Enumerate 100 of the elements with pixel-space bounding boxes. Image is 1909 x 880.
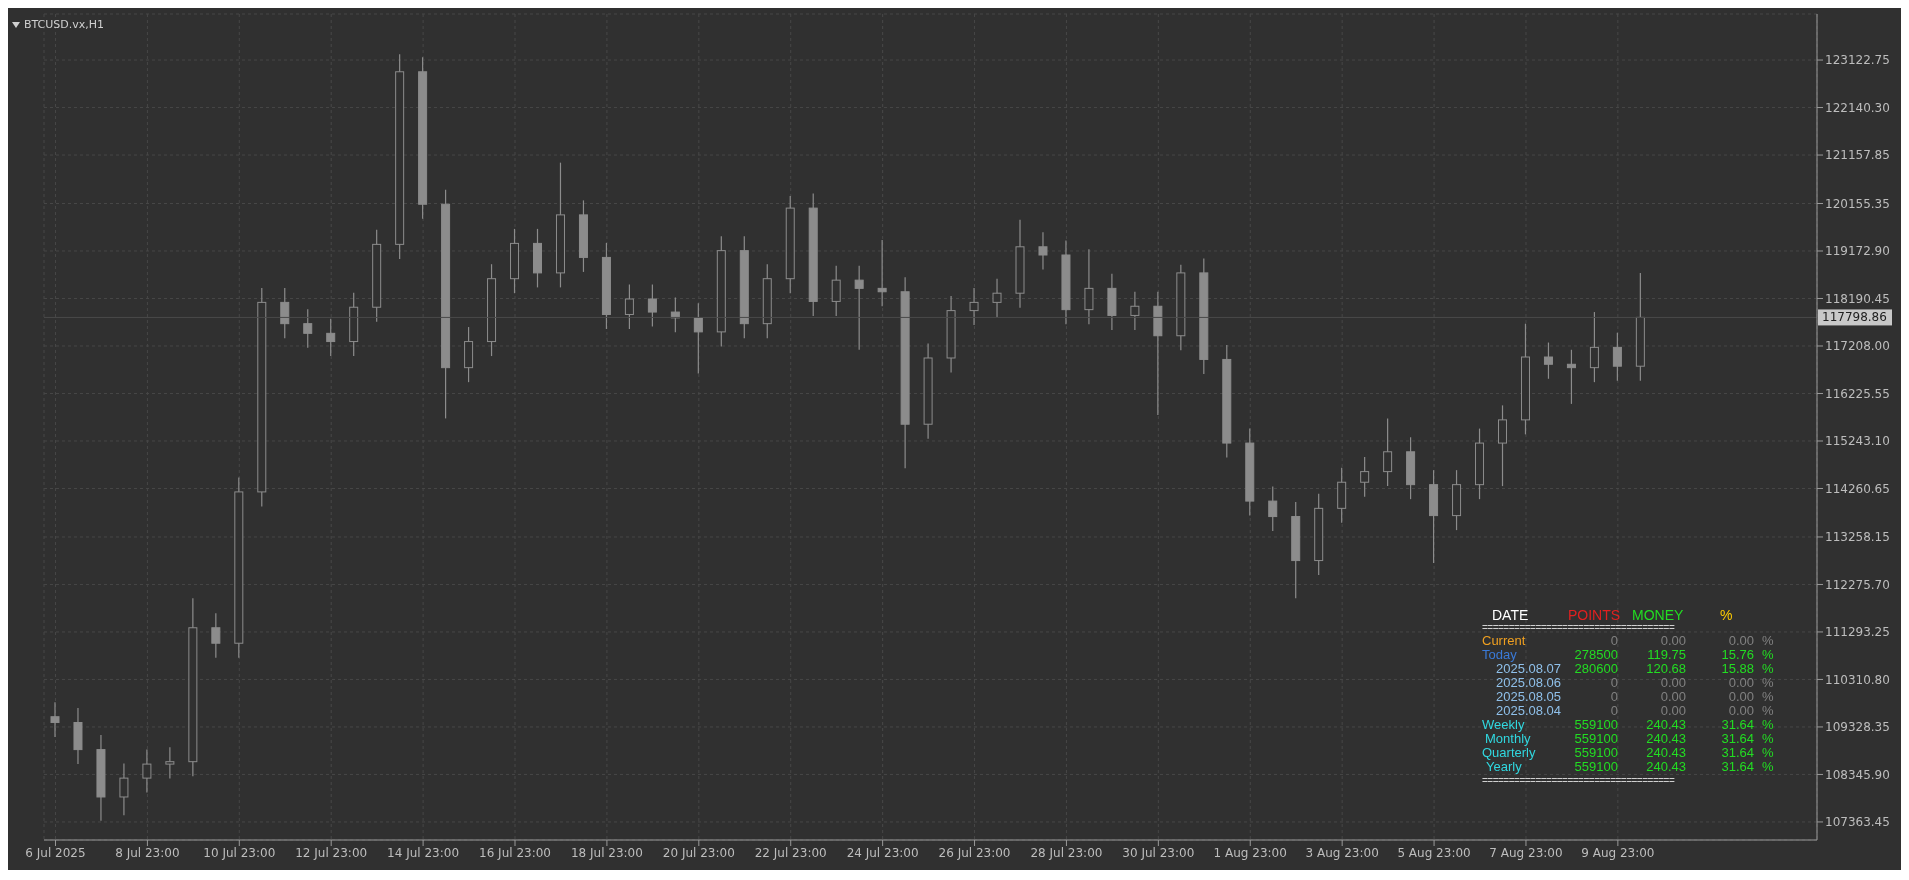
annotation: % [1762, 661, 1774, 676]
y-tick-label: 115243.10 [1825, 434, 1890, 449]
annotation: 0 [1609, 633, 1618, 648]
annotation: % [1762, 745, 1774, 760]
x-tick-label: 16 Jul 23:00 [479, 845, 551, 860]
x-tick-label: 3 Aug 23:00 [1305, 845, 1379, 860]
x-tick-label: 26 Jul 23:00 [938, 845, 1011, 860]
annotation: % [1762, 633, 1774, 648]
annotation: 0.00 [1659, 633, 1686, 648]
y-tick-label: 119172.90 [1825, 244, 1890, 259]
candlestick [1498, 404, 1507, 487]
annotation: 2025.08.07 [1496, 661, 1562, 676]
candlestick [1612, 332, 1622, 382]
chart-title: BTCUSD.vx,H1 [24, 18, 105, 31]
x-tick-label: 9 Aug 23:00 [1581, 845, 1655, 860]
candlestick [1268, 485, 1278, 532]
x-tick-label: 24 Jul 23:00 [846, 845, 919, 860]
annotation: MONEY [1632, 607, 1684, 623]
x-tick-label: 28 Jul 23:00 [1030, 845, 1103, 860]
annotation: 0.00 [1727, 689, 1754, 704]
annotation: 0.00 [1659, 675, 1686, 690]
candlestick [1130, 291, 1140, 331]
candlestick [624, 283, 634, 330]
x-tick-label: 7 Aug 23:00 [1489, 845, 1563, 860]
y-tick-label: 121157.85 [1825, 148, 1890, 163]
candlestick [1038, 231, 1048, 271]
annotation: 240.43 [1645, 717, 1686, 732]
annotation: 31.64 [1720, 731, 1754, 746]
annotation: 2025.08.05 [1496, 689, 1562, 704]
annotation: Today [1482, 647, 1517, 662]
annotation: 0 [1609, 703, 1618, 718]
annotation: 0 [1609, 675, 1618, 690]
candlestick [280, 287, 290, 339]
x-tick-label: 18 Jul 23:00 [570, 845, 643, 860]
annotation: DATE [1492, 607, 1529, 623]
candlestick [326, 318, 336, 357]
x-tick-label: 6 Jul 2025 [25, 845, 86, 860]
annotation: % [1762, 647, 1774, 662]
candlestick [693, 302, 703, 375]
annotation: % [1762, 731, 1774, 746]
candlestick [1360, 456, 1370, 498]
annotation: Yearly [1486, 759, 1522, 774]
annotation: 0 [1609, 689, 1618, 704]
annotation: 120.68 [1645, 661, 1686, 676]
candlestick [647, 283, 657, 328]
y-tick-label: 116225.55 [1825, 386, 1890, 401]
candlestick [142, 748, 152, 794]
y-tick-label: 114260.65 [1825, 481, 1890, 496]
x-tick-label: 8 Jul 23:00 [115, 845, 180, 860]
annotation: 0.00 [1727, 675, 1754, 690]
annotation: 15.76 [1720, 647, 1754, 662]
candlestick [1543, 341, 1553, 380]
annotation: 2025.08.06 [1496, 675, 1562, 690]
annotation: 240.43 [1645, 759, 1686, 774]
annotation: ==================================== [1482, 774, 1675, 788]
annotation: 119.75 [1646, 647, 1686, 662]
candlestick [119, 763, 129, 816]
y-tick-label: 118190.45 [1825, 291, 1890, 306]
ref-line-label: 117798.86 [1822, 310, 1887, 325]
y-tick-label: 111293.25 [1825, 625, 1890, 640]
annotation: % [1762, 759, 1774, 774]
annotation: 0.00 [1727, 633, 1754, 648]
y-tick-label: 122140.30 [1825, 100, 1890, 115]
annotation: Monthly [1485, 731, 1531, 746]
candlestick [969, 287, 979, 326]
annotation: 280600 [1573, 661, 1618, 676]
x-tick-label: 12 Jul 23:00 [295, 845, 368, 860]
annotation: 559100 [1573, 717, 1618, 732]
x-tick-label: 20 Jul 23:00 [662, 845, 735, 860]
x-tick-label: 30 Jul 23:00 [1122, 845, 1195, 860]
y-tick-label: 109328.35 [1825, 720, 1890, 735]
candlestick [992, 278, 1002, 318]
candlestick [854, 265, 864, 351]
annotation: POINTS [1568, 607, 1621, 623]
candlestick [831, 265, 841, 317]
annotation: % [1762, 675, 1774, 690]
candlestick [1383, 417, 1393, 487]
candlestick [303, 308, 313, 349]
annotation: % [1762, 703, 1774, 718]
annotation: 559100 [1573, 759, 1618, 774]
candlestick [1084, 248, 1094, 325]
candlestick [877, 239, 887, 307]
candlestick [211, 612, 221, 659]
annotation: Current [1482, 633, 1526, 648]
x-tick-label: 1 Aug 23:00 [1213, 845, 1287, 860]
annotation: Quarterly [1482, 745, 1536, 760]
y-tick-label: 112275.70 [1825, 577, 1890, 592]
annotation: 0.00 [1659, 689, 1686, 704]
y-tick-label: 110310.80 [1825, 672, 1890, 687]
annotation: ==================================== [1482, 621, 1675, 635]
annotation: 31.64 [1720, 759, 1754, 774]
annotation: 559100 [1573, 731, 1618, 746]
candlestick [1589, 311, 1599, 383]
y-tick-label: 113258.15 [1825, 530, 1890, 545]
annotation: 240.43 [1645, 731, 1686, 746]
annotation: Weekly [1482, 717, 1525, 732]
x-tick-label: 5 Aug 23:00 [1397, 845, 1471, 860]
x-tick-label: 22 Jul 23:00 [754, 845, 827, 860]
annotation: 559100 [1573, 745, 1618, 760]
annotation: 278500 [1573, 647, 1618, 662]
